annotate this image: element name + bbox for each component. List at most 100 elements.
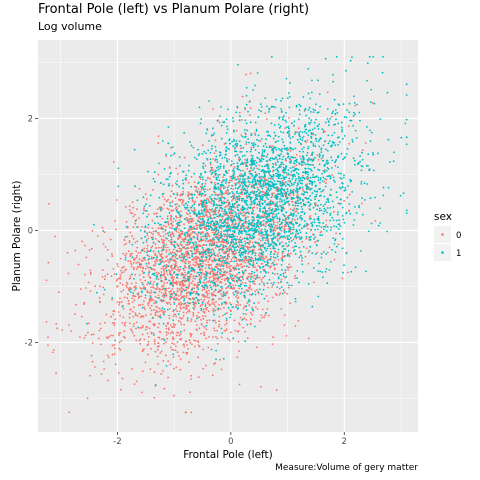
data-point-1 — [278, 157, 281, 160]
data-point-0 — [181, 260, 184, 263]
data-point-0 — [147, 226, 149, 229]
data-point-1 — [231, 245, 234, 248]
data-point-1 — [117, 185, 120, 188]
data-point-1 — [268, 108, 270, 111]
data-point-1 — [216, 178, 219, 181]
data-point-0 — [331, 174, 333, 176]
data-point-1 — [272, 261, 275, 264]
data-point-0 — [149, 368, 152, 370]
data-point-0 — [354, 104, 357, 107]
data-point-0 — [247, 227, 250, 230]
data-point-1 — [266, 194, 269, 197]
data-point-0 — [238, 323, 241, 326]
data-point-0 — [272, 195, 274, 197]
data-point-0 — [323, 180, 326, 183]
data-point-1 — [226, 255, 229, 257]
data-point-0 — [219, 308, 222, 310]
data-point-1 — [160, 273, 163, 276]
data-point-0 — [196, 314, 198, 317]
data-point-1 — [154, 222, 156, 225]
data-point-0 — [150, 246, 153, 249]
data-point-1 — [279, 197, 282, 200]
data-point-0 — [147, 336, 150, 338]
data-point-0 — [347, 125, 350, 127]
data-point-1 — [238, 197, 241, 200]
data-point-0 — [112, 268, 115, 270]
data-point-1 — [335, 245, 338, 248]
data-point-0 — [100, 327, 102, 330]
data-point-0 — [141, 281, 144, 284]
data-point-1 — [244, 222, 247, 224]
data-point-0 — [185, 340, 188, 343]
data-point-0 — [158, 310, 161, 313]
data-point-1 — [218, 179, 221, 182]
data-point-0 — [221, 287, 224, 290]
data-point-1 — [290, 284, 293, 287]
data-point-1 — [338, 141, 341, 143]
data-point-1 — [366, 183, 369, 185]
data-point-0 — [156, 286, 159, 288]
data-point-1 — [173, 217, 175, 220]
data-point-0 — [173, 343, 176, 345]
data-point-0 — [165, 249, 168, 252]
data-point-1 — [279, 236, 282, 238]
data-point-0 — [111, 255, 114, 257]
data-point-0 — [251, 313, 254, 316]
data-point-1 — [370, 101, 372, 104]
data-point-0 — [177, 319, 180, 322]
data-point-1 — [267, 187, 270, 189]
data-point-1 — [202, 162, 205, 165]
data-point-0 — [91, 360, 94, 363]
data-point-0 — [194, 320, 197, 323]
data-point-1 — [262, 183, 265, 186]
data-point-1 — [263, 282, 265, 285]
data-point-1 — [247, 138, 250, 141]
data-point-0 — [156, 259, 159, 262]
data-point-0 — [186, 253, 189, 256]
data-point-1 — [296, 138, 299, 141]
data-point-0 — [156, 306, 159, 309]
data-point-0 — [131, 368, 134, 370]
data-point-0 — [158, 233, 160, 236]
data-point-1 — [295, 229, 298, 231]
data-point-0 — [142, 259, 144, 262]
data-point-0 — [154, 243, 157, 246]
data-point-1 — [258, 252, 261, 255]
data-point-0 — [199, 222, 202, 224]
data-point-0 — [228, 169, 230, 172]
data-point-1 — [246, 323, 249, 326]
data-point-0 — [159, 235, 162, 238]
data-point-0 — [179, 358, 182, 361]
data-point-1 — [274, 162, 277, 164]
data-point-1 — [220, 199, 223, 202]
data-point-0 — [187, 235, 189, 238]
data-point-1 — [238, 140, 241, 143]
data-point-1 — [330, 261, 332, 263]
data-point-0 — [171, 256, 174, 259]
data-point-0 — [119, 273, 122, 276]
data-point-1 — [243, 294, 246, 297]
data-point-1 — [209, 286, 212, 289]
data-point-1 — [287, 217, 290, 220]
data-point-1 — [276, 255, 279, 258]
data-point-1 — [246, 197, 249, 199]
data-point-1 — [215, 223, 218, 226]
data-point-0 — [281, 179, 284, 182]
data-point-0 — [251, 190, 254, 193]
data-point-0 — [210, 303, 212, 306]
data-point-1 — [222, 215, 225, 218]
data-point-0 — [164, 310, 166, 313]
data-point-0 — [202, 315, 204, 317]
data-point-1 — [212, 268, 214, 271]
data-point-1 — [249, 163, 252, 166]
data-point-0 — [188, 339, 191, 341]
data-point-0 — [183, 275, 186, 277]
data-point-0 — [239, 304, 242, 306]
data-point-1 — [200, 174, 203, 176]
data-point-0 — [124, 254, 127, 257]
data-point-0 — [205, 308, 208, 311]
data-point-1 — [220, 201, 223, 204]
data-point-1 — [212, 279, 215, 282]
data-point-0 — [171, 288, 174, 290]
data-point-1 — [222, 293, 225, 296]
